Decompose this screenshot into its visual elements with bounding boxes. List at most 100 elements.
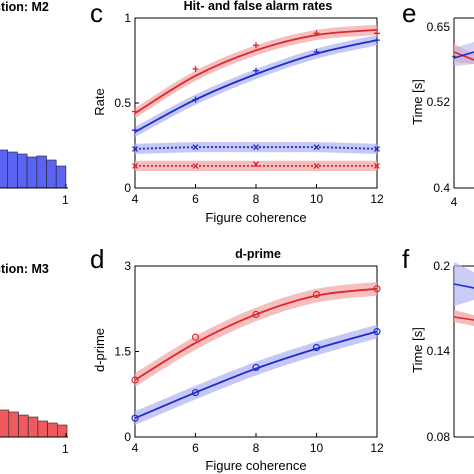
panel-c-series-3-point-0 bbox=[132, 162, 138, 169]
panel-e-ylabel: Time [s] bbox=[410, 79, 425, 125]
panel-a-bar-4 bbox=[36, 155, 47, 189]
panel-c-series-3-point-3 bbox=[313, 162, 320, 169]
panel-c-ytick-label-1: 0.5 bbox=[114, 96, 131, 110]
panel-e-blue-band bbox=[454, 42, 474, 66]
panel-b-tick-label: 1 bbox=[62, 442, 69, 456]
panel-d-xtick-label-1: 6 bbox=[192, 441, 199, 455]
panel-c-series-0-point-0 bbox=[132, 108, 138, 115]
panel-d-plot: 4 6 8 10 12 0 1.5 3 bbox=[114, 259, 384, 455]
panel-c-ylabel: Rate bbox=[92, 88, 107, 115]
panel-d-xtick-label-3: 10 bbox=[310, 441, 324, 455]
panel-d-series-0-point-4 bbox=[373, 285, 381, 293]
panel-e-red-line bbox=[453, 51, 474, 61]
panel-a-bar-6 bbox=[55, 165, 67, 189]
panel-a-bar-5 bbox=[46, 159, 57, 189]
panel-d-ytick-label-0: 0 bbox=[124, 430, 131, 444]
panel-f-ylabel: Time [s] bbox=[410, 327, 425, 373]
panel-c-series-0-point-1 bbox=[192, 66, 199, 72]
panel-b-bar-7 bbox=[37, 420, 48, 438]
panel-b-bar-8 bbox=[47, 422, 58, 438]
panel-d-xtick-label-2: 8 bbox=[253, 441, 260, 455]
panel-a-bar-3 bbox=[26, 156, 38, 189]
panel-d-series-1-point-2 bbox=[252, 363, 260, 372]
panel-d-xtick-label-4: 12 bbox=[370, 441, 384, 455]
panel-d-series-0-point-3 bbox=[312, 290, 321, 299]
panel-c-series-2-point-1 bbox=[192, 144, 199, 151]
panel-d-series-1-point-0 bbox=[131, 414, 139, 422]
panel-c-series-2-point-4 bbox=[374, 145, 380, 152]
panel-b-bar-6 bbox=[27, 416, 39, 438]
panel-d-series-1-point-4 bbox=[373, 327, 381, 336]
panel-b-title: ction: M3 bbox=[0, 262, 49, 276]
panel-a-tick-label: 1 bbox=[62, 193, 69, 207]
panel-c-xtick-label-4: 12 bbox=[370, 192, 384, 206]
panel-e-xtick: 4 bbox=[451, 195, 458, 209]
panel-a-bars bbox=[0, 149, 67, 189]
panel-a: ction: M2 1 bbox=[0, 0, 69, 207]
panel-d-ytick-label-1: 1.5 bbox=[114, 345, 131, 359]
panel-c-series-2-point-0 bbox=[132, 145, 138, 152]
panel-c-xlabel: Figure coherence bbox=[205, 210, 306, 225]
panel-b-bars bbox=[0, 409, 68, 438]
panel-c-xtick-label-2: 8 bbox=[253, 192, 260, 206]
panel-e-ytick-top: 0.65 bbox=[427, 20, 451, 34]
panel-d: d d-prime d-prime Figure coherence 4 6 8 10… bbox=[90, 244, 384, 473]
panel-e-ytick-bottom: 0.4 bbox=[433, 181, 450, 195]
panel-c-series-1-line bbox=[134, 39, 378, 133]
panel-f-ytick-mid: 0.14 bbox=[427, 344, 451, 358]
panel-e-letter: e bbox=[402, 0, 416, 28]
panel-c-series-3-point-4 bbox=[374, 162, 380, 169]
panel-f-blue-line bbox=[453, 283, 474, 289]
panel-d-ytick-label-2: 3 bbox=[124, 259, 131, 273]
panel-d-letter: d bbox=[90, 244, 104, 274]
panel-c-series-0-band bbox=[135, 24, 377, 119]
panel-f-red-line bbox=[453, 316, 474, 321]
panel-d-series-0-line bbox=[134, 287, 378, 381]
panel-d-series-1-point-3 bbox=[312, 343, 321, 352]
panel-c-series-2-point-2 bbox=[253, 144, 259, 151]
panel-f-blue-band bbox=[454, 262, 474, 306]
panel-d-ylabel: d-prime bbox=[92, 328, 107, 372]
panel-c-plot: 4 6 8 10 12 0 0.5 1 bbox=[114, 11, 384, 206]
panel-c: c Hit- and false alarm rates Rate Figure… bbox=[90, 0, 384, 225]
panel-e: e Time [s] 0.65 0.52 0.4 4 + bbox=[402, 0, 474, 209]
panel-d-series-0-band bbox=[135, 281, 377, 387]
panel-c-series-3-point-1 bbox=[192, 162, 199, 169]
panel-c-letter: c bbox=[90, 0, 103, 28]
panel-c-xtick-label-1: 6 bbox=[192, 192, 199, 206]
panel-b-bar-4 bbox=[8, 411, 19, 438]
panel-d-series-1-line bbox=[134, 330, 378, 420]
panel-a-bar-0 bbox=[0, 149, 8, 189]
panel-c-series-0-point-2 bbox=[253, 42, 259, 49]
panel-c-series-1-point-3 bbox=[313, 49, 320, 55]
panel-c-ytick-label-2: 1 bbox=[124, 11, 131, 25]
panel-f-ytick-bottom: 0.08 bbox=[427, 430, 451, 444]
panel-f-letter: f bbox=[402, 244, 410, 274]
panel-d-series-0-point-2 bbox=[252, 310, 260, 319]
panel-c-series-1-point-4 bbox=[374, 37, 380, 44]
panel-e-blue-marker: + bbox=[451, 52, 456, 62]
panel-b: ction: M3 1 bbox=[0, 262, 69, 456]
panel-c-series-2-point-3 bbox=[313, 144, 320, 151]
panel-d-series-1-band bbox=[135, 324, 377, 426]
panel-d-xlabel: Figure coherence bbox=[205, 458, 306, 473]
panel-f: f Time [s] 0.2 0.14 0.08 bbox=[402, 244, 474, 444]
panel-a-title: ction: M2 bbox=[0, 0, 49, 14]
panel-c-xtick-label-3: 10 bbox=[310, 192, 324, 206]
panel-c-series-1-point-1 bbox=[192, 96, 199, 103]
panel-c-series-3-point-2 bbox=[253, 161, 259, 168]
panel-c-series-0-line bbox=[134, 29, 378, 114]
panel-f-ytick-top: 0.2 bbox=[433, 259, 450, 273]
panel-c-title: Hit- and false alarm rates bbox=[184, 0, 333, 13]
panel-e-ytick-mid: 0.52 bbox=[427, 95, 451, 109]
panel-c-xtick-label-0: 4 bbox=[132, 192, 139, 206]
panel-d-title: d-prime bbox=[235, 247, 281, 261]
panel-d-series-0-point-1 bbox=[191, 333, 200, 341]
panel-b-bar-3 bbox=[0, 409, 10, 438]
panel-e-blue-line bbox=[453, 51, 474, 59]
panel-c-series-1-point-2 bbox=[253, 67, 259, 74]
panel-c-series-0-point-3 bbox=[313, 30, 320, 37]
panel-b-bar-5 bbox=[18, 414, 29, 438]
panel-d-xtick-label-0: 4 bbox=[132, 441, 139, 455]
